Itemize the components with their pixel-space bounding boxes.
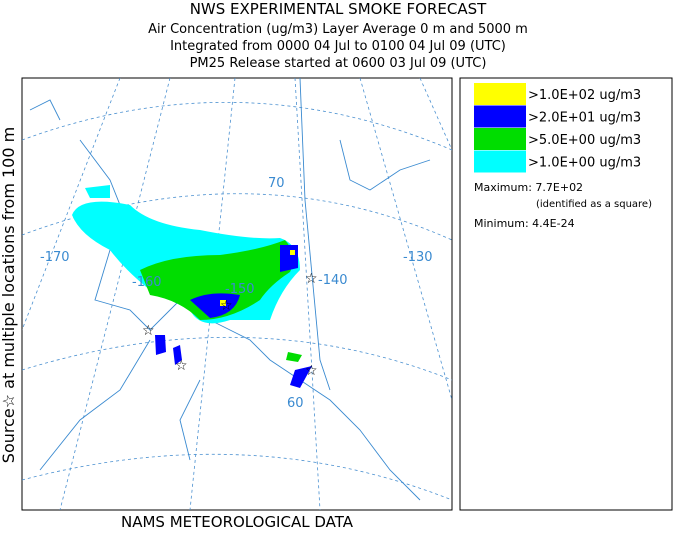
legend-label: >5.0E+00 ug/m3 — [528, 133, 641, 148]
graticule-label: 70 — [268, 176, 285, 191]
source-star: ☆ — [305, 271, 318, 287]
maximum-note: (identified as a square) — [536, 199, 652, 210]
legend-swatch — [474, 128, 526, 150]
legend: >1.0E+02 ug/m3 >2.0E+01 ug/m3 >5.0E+00 ug/… — [459, 77, 673, 511]
minimum: Minimum: 4.4E-24 — [474, 217, 575, 230]
graticule-label: -140 — [318, 273, 348, 288]
legend-swatch — [474, 150, 526, 173]
subtitle: PM25 Release started at 0600 03 Jul 09 (… — [190, 56, 487, 71]
legend-swatch — [474, 83, 526, 105]
legend-label: >1.0E+02 ug/m3 — [528, 88, 641, 103]
legend-entries: >1.0E+02 ug/m3 >2.0E+01 ug/m3 >5.0E+00 ug/… — [474, 83, 641, 173]
subtitle: Air Concentration (ug/m3) Layer Average … — [148, 22, 528, 37]
footer: NAMS METEOROLOGICAL DATA — [121, 513, 354, 531]
graticule-label: -130 — [403, 250, 433, 265]
title: NWS EXPERIMENTAL SMOKE FORECAST — [190, 0, 487, 18]
subtitle: Integrated from 0000 04 Jul to 0100 04 J… — [170, 39, 506, 54]
source-star: ☆ — [305, 363, 318, 379]
legend-label: >2.0E+01 ug/m3 — [528, 111, 641, 126]
side-label: Source☆ at multiple locations from 100 m — [0, 127, 18, 463]
source-star: ☆ — [220, 298, 233, 314]
graticule-label: 60 — [287, 396, 304, 411]
source-star: ☆ — [175, 358, 188, 374]
legend-swatch — [474, 105, 526, 128]
graticule-label: -150 — [225, 282, 255, 297]
source-stars: ☆ ☆ ☆ ☆ ☆ — [142, 271, 318, 379]
maximum: Maximum: 7.7E+02 — [474, 181, 583, 194]
graticule-label: -160 — [132, 275, 162, 290]
map: ☆ ☆ ☆ ☆ ☆ -170 -160 -150 -140 -130 70 60 — [21, 77, 453, 511]
source-star: ☆ — [142, 323, 155, 339]
graticule-label: -170 — [40, 250, 70, 265]
legend-label: >1.0E+00 ug/m3 — [528, 156, 641, 171]
smoke-20-ug — [155, 245, 312, 388]
graticule-labels: -170 -160 -150 -140 -130 70 60 — [40, 176, 433, 411]
